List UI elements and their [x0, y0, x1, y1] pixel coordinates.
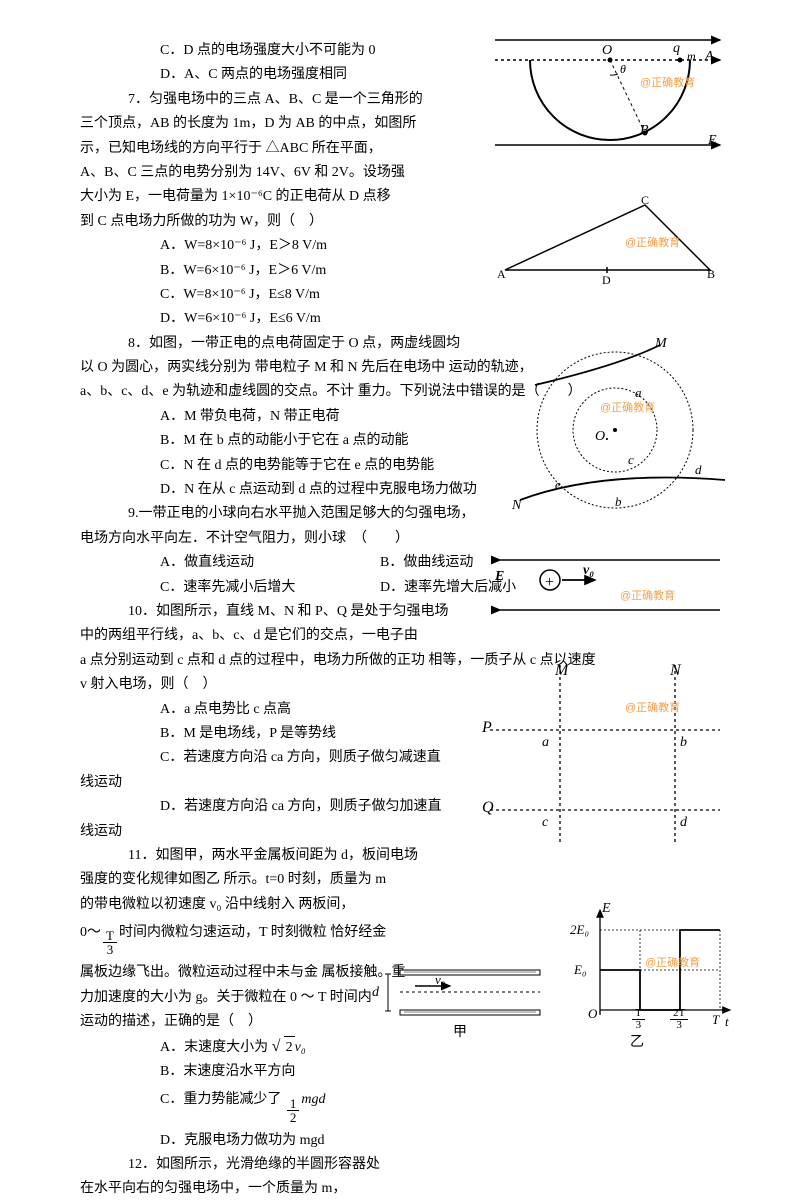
fig1-O-label: O — [602, 40, 612, 62]
q11-stem-3: 的带电微粒以初速度 v₀ 沿中线射入 两板间， — [80, 894, 460, 916]
fig2-watermark: @正确教育 — [625, 235, 680, 253]
fig4-plus-icon: + — [545, 570, 554, 596]
fig1-B-label: B — [640, 120, 649, 142]
q8-opt-d: D．N 在从 c 点运动到 d 点的过程中克服电场力做功 — [80, 479, 540, 501]
fig2-C-label: C — [641, 191, 649, 210]
fig-et-graph: E E₀ 2E₀ O t T3 2T3 T 乙 @正确教育 — [570, 900, 740, 1050]
q9-stem-2: 电场方向水平向左．不计空气阻力，则小球 （ ） — [80, 528, 720, 550]
fig3-b-label: b — [615, 492, 622, 513]
fig2-A-label: A — [497, 265, 506, 284]
q7-stem-4: A、B、C 三点的电势分别为 14V、6V 和 2V。设场强 — [80, 162, 460, 184]
fig1-theta-label: θ — [620, 60, 626, 79]
q9-stem-1: 9.一带正电的小球向右水平抛入范围足够大的匀强电场， — [80, 503, 568, 525]
fig6b-E-label: E — [602, 898, 611, 920]
q11-stem-4: 0～T3时间内微粒匀速运动，T 时刻微粒 恰好经金 — [80, 922, 460, 956]
fig3-d-label: d — [695, 460, 702, 481]
fig1-q-label: q — [673, 38, 680, 60]
q7-opt-c: C．W=8×10⁻⁶ J，E≤8 V/m — [80, 284, 720, 306]
fig-semicircle: O θ q m A B E @正确教育 — [490, 30, 730, 170]
fig3-e-label: e — [555, 475, 561, 496]
fig6b-T-label: T — [712, 1010, 719, 1031]
q7-opt-d: D．W=6×10⁻⁶ J，E≤6 V/m — [80, 308, 720, 330]
q8-opt-a: A．M 带负电荷，N 带正电荷 — [80, 406, 540, 428]
q10-stem-1: 10．如图所示，直线 M、N 和 P、Q 是处于匀强电场 — [80, 601, 508, 623]
q11-stem-2: 强度的变化规律如图乙 所示。t=0 时刻，质量为 m — [80, 869, 460, 891]
q7-stem-3: 示，已知电场线的方向平行于 △ABC 所在平面， — [80, 138, 460, 160]
fig5-M-label: M — [555, 658, 568, 684]
fig6b-T3-label: T3 — [630, 1008, 647, 1031]
fig5-watermark: @正确教育 — [625, 700, 680, 718]
fig4-E-label: E — [495, 566, 504, 588]
fig6b-2T3-label: 2T3 — [668, 1008, 690, 1031]
fig6b-t-label: t — [725, 1012, 729, 1033]
q7-stem-1: 7．匀强电场中的三点 A、B、C 是一个三角形的 — [80, 89, 508, 111]
q9-opt-a: A．做直线运动 — [160, 552, 380, 574]
fig5-a-label: a — [542, 732, 549, 754]
fig4-watermark: @正确教育 — [620, 588, 675, 606]
fig1-A-label: A — [705, 46, 714, 68]
fig-grid: M N P Q a b c d @正确教育 — [480, 660, 730, 850]
q10-opt-d: D．若速度方向沿 ca 方向，则质子做匀加速直 — [80, 796, 540, 818]
fig5-c-label: c — [542, 812, 548, 834]
q11-opt-d: D．克服电场力做功为 mgd — [80, 1130, 720, 1152]
fig6b-caption: 乙 — [630, 1032, 644, 1054]
q10-opt-c: C．若速度方向沿 ca 方向，则质子做匀减速直 — [80, 747, 540, 769]
fig6b-O-label: O — [588, 1004, 597, 1025]
q7-stem-2: 三个顶点，AB 的长度为 1m，D 为 AB 的中点，如图所 — [80, 113, 460, 135]
fig-circles: O. M N a b c d e @正确教育 — [500, 335, 730, 525]
fig6a-caption: 甲 — [370, 1022, 550, 1044]
fig6b-watermark: @正确教育 — [645, 955, 700, 973]
fig3-watermark: @正确教育 — [600, 400, 655, 418]
fig2-D-label: D — [602, 271, 611, 290]
q8-opt-c: C．N 在 d 点的电势能等于它在 e 点的电势能 — [80, 455, 540, 477]
fig3-N-label: N — [512, 495, 521, 517]
q9-opt-c: C．速率先减小后增大 — [160, 577, 380, 599]
q12-stem-2: 在水平向右的匀强电场中，一个质量为 m， — [80, 1178, 430, 1200]
fig6b-2E0-label: 2E₀ — [570, 920, 589, 941]
q8-opt-b: B．M 在 b 点的动能小于它在 a 点的动能 — [80, 430, 540, 452]
fig6b-E0-label: E₀ — [574, 960, 586, 981]
fig1-E-label: E — [708, 130, 717, 152]
fig6a-v0-label: v₀ — [435, 970, 445, 991]
q11-opt-b: B．末速度沿水平方向 — [80, 1061, 720, 1083]
fig5-N-label: N — [670, 658, 681, 684]
q10-stem-2: 中的两组平行线，a、b、c、d 是它们的交点，一电子由 — [80, 625, 510, 647]
fig1-m-label: m — [687, 47, 696, 66]
fig3-M-label: M — [655, 333, 667, 355]
q11-opt-c: C．重力势能减少了 12mgd — [80, 1089, 720, 1123]
fig5-b-label: b — [680, 732, 687, 754]
fig1-watermark: @正确教育 — [640, 75, 695, 93]
fig6a-d-label: d — [372, 982, 379, 1004]
fig-efield-charge: E + v₀ @正确教育 — [490, 550, 730, 620]
fig5-d-label: d — [680, 812, 687, 834]
q9-opt-b: B．做曲线运动 — [380, 552, 473, 574]
fig5-Q-label: Q — [482, 795, 494, 821]
q12-stem-1: 12．如图所示，光滑绝缘的半圆形容器处 — [80, 1154, 478, 1176]
fig4-v0-label: v₀ — [583, 560, 594, 582]
fig3-c-label: c — [628, 450, 634, 471]
fig-plates: v₀ d 甲 — [370, 960, 550, 1040]
fig5-P-label: P — [482, 715, 492, 741]
fig3-O-label: O. — [595, 420, 610, 449]
fig-triangle: A B C D @正确教育 — [495, 195, 720, 285]
q11-stem-1: 11．如图甲，两水平金属板间距为 d，板间电场 — [80, 845, 508, 867]
fig2-B-label: B — [707, 265, 715, 284]
q7-stem-5: 大小为 E，一电荷量为 1×10⁻⁶C 的正电荷从 D 点移 — [80, 186, 460, 208]
